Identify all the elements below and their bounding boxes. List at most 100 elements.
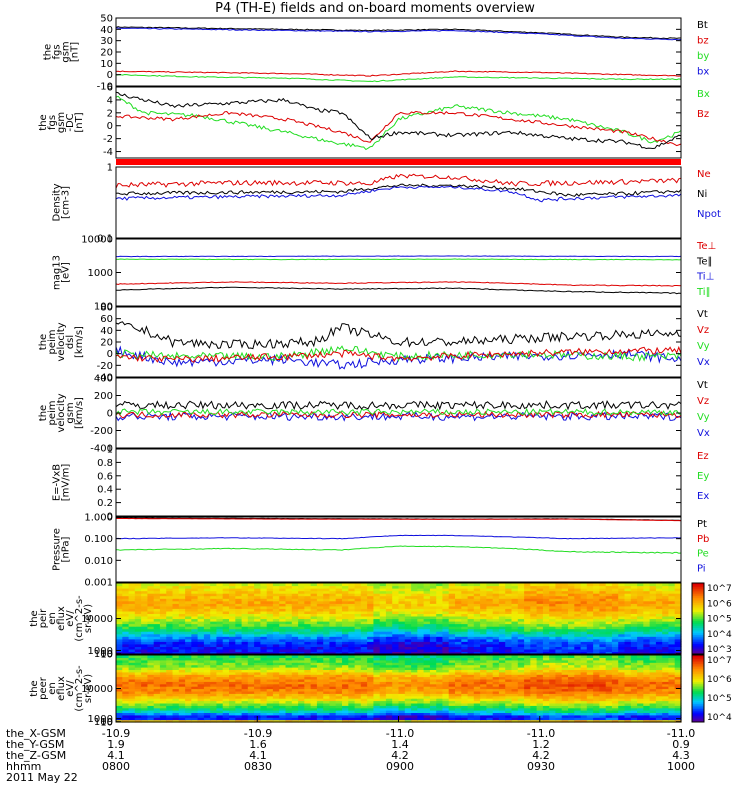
spectrogram-cell <box>128 621 136 625</box>
spectrogram-cell <box>649 616 657 620</box>
spectrogram-cell <box>367 671 374 675</box>
spectrogram-cell <box>448 610 456 614</box>
spectrogram-cell <box>542 605 550 609</box>
spectrogram-cell <box>511 610 519 614</box>
spectrogram-cell <box>655 598 663 602</box>
spectrogram-cell <box>549 613 557 617</box>
spectrogram-cell <box>310 595 318 599</box>
spectrogram-cell <box>624 690 632 694</box>
spectrogram-cell <box>448 628 456 632</box>
spectrogram-cell <box>429 605 437 609</box>
spectrogram-cell <box>260 598 268 602</box>
spectrogram-cell <box>473 583 481 587</box>
spectrogram-cell <box>473 676 481 680</box>
y-tick-label: 0.2 <box>97 498 113 509</box>
spectrogram-cell <box>310 702 318 706</box>
spectrogram-cell <box>530 616 538 620</box>
spectrogram-cell <box>342 590 349 594</box>
spectrogram-cell <box>235 690 243 694</box>
spectrogram-cell <box>593 664 600 668</box>
spectrogram-cell <box>637 674 644 678</box>
spectrogram-cell <box>159 605 167 609</box>
spectrogram-cell <box>561 603 569 607</box>
spectrogram-cell <box>147 618 155 622</box>
spectrogram-cell <box>517 621 525 625</box>
spectrogram-cell <box>655 695 663 699</box>
spectrogram-cell <box>517 651 525 655</box>
spectrogram-cell <box>298 588 305 592</box>
spectrogram-cell <box>134 688 142 692</box>
spectrogram-cell <box>655 648 663 652</box>
spectrogram-cell <box>323 618 331 622</box>
legend-entry: Vz <box>697 325 709 336</box>
spectrogram-cell <box>442 688 450 692</box>
spectrogram-cell <box>404 628 412 632</box>
spectrogram-cell <box>611 702 619 706</box>
spectrogram-cell <box>505 698 513 702</box>
spectrogram-cell <box>116 681 123 685</box>
spectrogram-cell <box>574 688 582 692</box>
spectrogram-cell <box>480 683 487 687</box>
spectrogram-cell <box>517 633 525 637</box>
spectrogram-cell <box>134 698 142 702</box>
spectrogram-cell <box>568 671 575 675</box>
spectrogram-cell <box>122 605 130 609</box>
spectrogram-cell <box>348 638 356 642</box>
spectrogram-cell <box>580 686 588 690</box>
spectrogram-cell <box>630 651 638 655</box>
spectrogram-cell <box>442 681 450 685</box>
spectrogram-cell <box>536 603 544 607</box>
spectrogram-cell <box>599 688 607 692</box>
spectrogram-cell <box>524 690 531 694</box>
spectrogram-cell <box>436 643 444 647</box>
spectrogram-cell <box>404 676 412 680</box>
spectrogram-cell <box>668 631 676 635</box>
spectrogram-cell <box>335 681 343 685</box>
spectrogram-cell <box>329 605 337 609</box>
spectrogram-cell <box>530 690 538 694</box>
spectrogram-cell <box>404 695 412 699</box>
spectrogram-cell <box>486 618 494 622</box>
spectrogram-cell <box>185 648 192 652</box>
spectrogram-cell <box>398 688 406 692</box>
spectrogram-cell <box>153 638 161 642</box>
colorbar-band <box>692 638 704 641</box>
spectrogram-cell <box>643 667 651 670</box>
spectrogram-cell <box>241 686 249 690</box>
spectrogram-cell <box>122 662 130 666</box>
spectrogram-cell <box>316 719 324 723</box>
spectrogram-cell <box>128 641 136 645</box>
spectrogram-cell <box>342 638 349 642</box>
legend-entry: Pe <box>697 549 709 560</box>
spectrogram-cell <box>285 643 293 647</box>
spectrogram-cell <box>291 698 299 702</box>
spectrogram-cell <box>329 712 337 716</box>
spectrogram-cell <box>655 628 663 632</box>
spectrogram-cell <box>586 710 594 713</box>
spectrogram-cell <box>197 678 205 682</box>
spectrogram-cell <box>310 662 318 666</box>
spectrogram-cell <box>455 608 462 612</box>
spectrogram-cell <box>530 674 538 678</box>
spectrogram-cell <box>235 712 243 716</box>
spectrogram-cell <box>379 686 387 690</box>
spectrogram-cell <box>630 678 638 682</box>
spectrogram-cell <box>574 683 582 687</box>
spectrogram-cell <box>373 671 381 675</box>
spectrogram-cell <box>191 643 199 647</box>
spectrogram-cell <box>354 710 362 713</box>
spectrogram-cell <box>203 710 211 713</box>
spectrogram-cell <box>134 671 142 675</box>
spectrogram-cell <box>517 669 525 673</box>
spectrogram-cell <box>536 695 544 699</box>
spectrogram-cell <box>298 719 305 723</box>
spectrogram-cell <box>298 618 305 622</box>
y-tick-label: 0 <box>107 70 113 81</box>
spectrogram-cell <box>549 623 557 627</box>
spectrogram-cell <box>210 648 218 652</box>
spectrogram-cell <box>417 603 425 607</box>
spectrogram-cell <box>429 621 437 625</box>
spectrogram-cell <box>298 633 305 637</box>
spectrogram-cell <box>153 588 161 592</box>
spectrogram-cell <box>674 641 682 645</box>
